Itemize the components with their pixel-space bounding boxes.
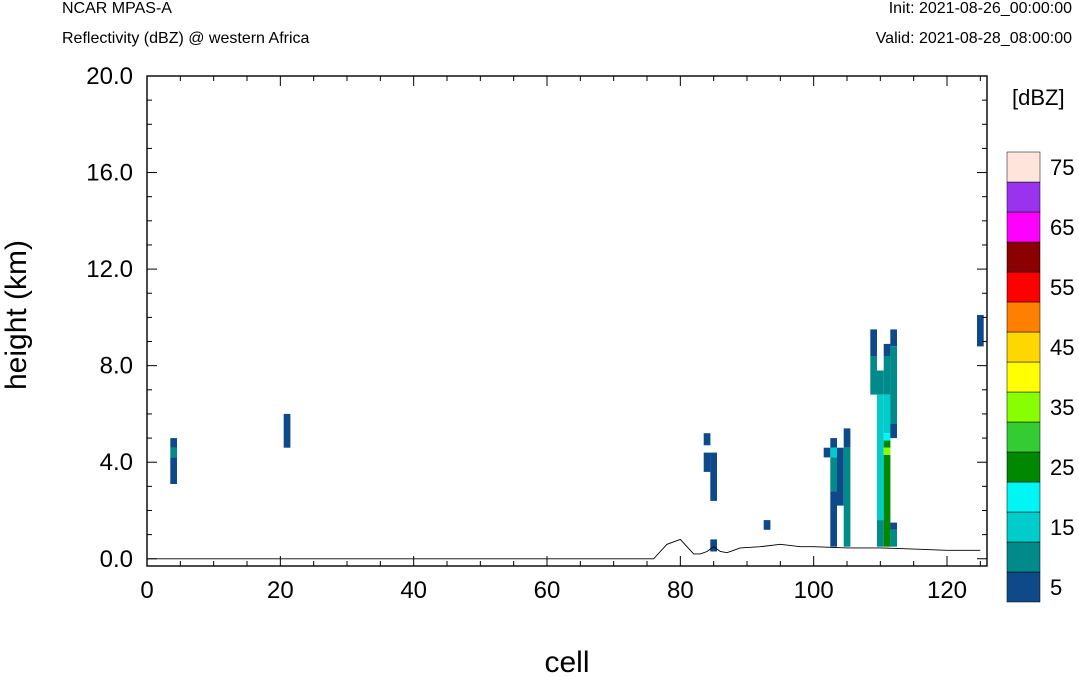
reflectivity-cell — [710, 452, 717, 501]
y-axis-label: height (km) — [0, 240, 33, 390]
reflectivity-cell — [830, 447, 837, 458]
reflectivity-cell — [870, 329, 877, 356]
y-tick-label: 16.0 — [86, 160, 133, 187]
reflectivity-cell — [830, 457, 837, 492]
x-tick-label: 60 — [534, 577, 561, 604]
colorbar-swatch — [1006, 511, 1041, 543]
model-title: NCAR MPAS-A — [62, 0, 172, 17]
reflectivity-cell — [843, 428, 851, 448]
reflectivity-cell — [703, 433, 711, 446]
reflectivity-cell — [843, 447, 851, 547]
colorbar-swatch — [1006, 481, 1041, 513]
reflectivity-cell — [883, 343, 891, 356]
colorbar-swatch — [1006, 361, 1041, 393]
y-tick-label: 8.0 — [100, 353, 133, 380]
reflectivity-cell — [837, 447, 844, 506]
y-tick-label: 20.0 — [86, 63, 133, 90]
reflectivity-cell — [877, 394, 884, 521]
colorbar-swatch — [1006, 391, 1041, 423]
reflectivity-cell — [883, 447, 891, 455]
plot-frame — [146, 75, 988, 567]
colorbar-swatch — [1006, 571, 1041, 603]
x-tick-label: 80 — [667, 577, 694, 604]
colorbar-label: 5 — [1050, 575, 1062, 600]
chart-title: Reflectivity (dBZ) @ western Africa — [62, 30, 310, 47]
reflectivity-cell — [877, 520, 884, 547]
colorbar-label: 65 — [1050, 215, 1074, 240]
colorbar-swatch — [1006, 271, 1041, 303]
reflectivity-cell — [283, 413, 291, 448]
colorbar-label: 15 — [1050, 515, 1074, 540]
colorbar: 5 15 25 35 45 55 65 75 [dBZ] — [1006, 85, 1074, 603]
reflectivity-cell — [890, 346, 897, 424]
colorbar-swatch — [1006, 331, 1041, 363]
x-axis-label: cell — [544, 646, 589, 677]
colorbar-label: 45 — [1050, 335, 1074, 360]
reflectivity-cell — [870, 356, 877, 395]
colorbar-label: 25 — [1050, 455, 1074, 480]
reflectivity-cell — [883, 455, 891, 547]
reflectivity-cell — [883, 356, 891, 395]
y-tick-label: 12.0 — [86, 256, 133, 283]
x-tick-label: 120 — [927, 577, 967, 604]
colorbar-label: 35 — [1050, 395, 1074, 420]
reflectivity-cell — [883, 433, 891, 441]
colorbar-swatch — [1006, 541, 1041, 573]
colorbar-swatch — [1006, 241, 1041, 273]
reflectivity-cell — [890, 423, 897, 439]
x-tick-label: 0 — [140, 577, 153, 604]
colorbar-label: 55 — [1050, 275, 1074, 300]
reflectivity-cell — [890, 529, 897, 547]
reflectivity-cell — [703, 452, 711, 472]
reflectivity-cell — [883, 394, 891, 434]
reflectivity-cell — [883, 440, 891, 448]
x-tick-label: 20 — [267, 577, 294, 604]
y-tick-label: 0.0 — [100, 546, 133, 573]
reflectivity-cell — [890, 522, 897, 530]
reflectivity-cell — [170, 447, 177, 458]
colorbar-swatch — [1006, 151, 1041, 183]
colorbar-swatch — [1006, 451, 1041, 483]
reflectivity-cell — [830, 491, 837, 547]
reflectivity-cell — [170, 457, 177, 484]
colorbar-swatch — [1006, 301, 1041, 333]
reflectivity-cell — [710, 539, 717, 552]
terrain-profile — [147, 538, 981, 560]
valid-time: Valid: 2021-08-28_08:00:00 — [875, 30, 1072, 47]
reflectivity-cell — [170, 438, 177, 448]
reflectivity-cell — [763, 520, 771, 530]
colorbar-swatch — [1006, 211, 1041, 243]
axes: 0 20 40 60 80 100 120 0.0 4.0 8.0 12.0 16.0 20.0 cell… — [0, 63, 988, 677]
data-cells — [170, 315, 984, 552]
x-tick-label: 40 — [400, 577, 427, 604]
y-tick-label: 4.0 — [100, 449, 133, 476]
colorbar-label: 75 — [1050, 155, 1074, 180]
colorbar-swatch — [1006, 181, 1041, 213]
init-time: Init: 2021-08-26_00:00:00 — [888, 0, 1072, 17]
reflectivity-cell — [877, 370, 884, 395]
reflectivity-cell — [830, 438, 837, 448]
reflectivity-cell — [977, 315, 984, 347]
x-tick-label: 100 — [794, 577, 834, 604]
reflectivity-cell — [890, 329, 897, 347]
colorbar-unit: [dBZ] — [1012, 85, 1065, 110]
reflectivity-cell — [823, 447, 831, 458]
colorbar-swatch — [1006, 421, 1041, 453]
terrain-line — [147, 538, 981, 560]
